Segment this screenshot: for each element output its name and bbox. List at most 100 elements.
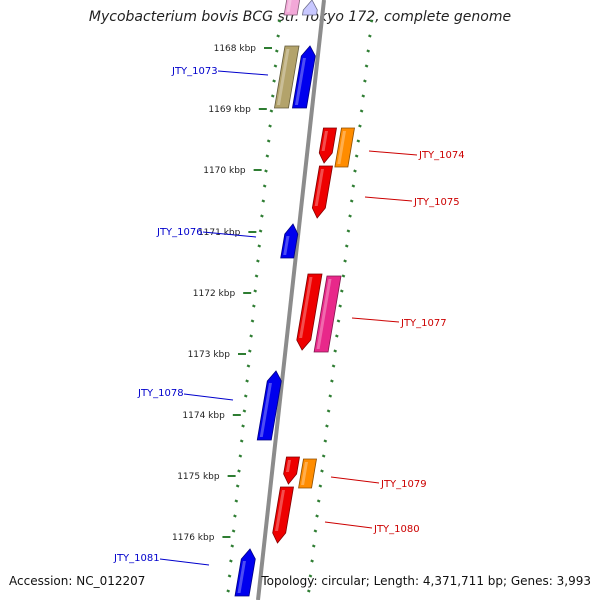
gene-tan-block-highlight xyxy=(276,49,290,105)
gene-label-jty-1074[interactable]: JTY_1074 xyxy=(368,150,465,161)
scale-tick xyxy=(354,154,359,158)
genome-summary-text: Topology: circular; Length: 4,371,711 bp… xyxy=(261,574,591,588)
scale-tick xyxy=(328,394,333,398)
scale-tick xyxy=(339,289,344,293)
gene-jty-1076[interactable] xyxy=(280,223,299,259)
scale-tick xyxy=(306,589,311,593)
scale-tick xyxy=(368,34,372,38)
scale-tick xyxy=(265,154,270,158)
leader-line xyxy=(183,393,234,401)
gene-label-text: JTY_1079 xyxy=(380,479,427,490)
gene-label-jty-1076[interactable]: JTY_1076 xyxy=(156,227,257,238)
scale-tick xyxy=(252,304,256,308)
scale-tick xyxy=(256,259,260,263)
gene-label-text: JTY_1081 xyxy=(113,553,160,564)
gene-jty-1077-highlight xyxy=(299,277,313,338)
gene-orange-block[interactable] xyxy=(334,127,355,168)
scale-tick xyxy=(245,379,249,383)
gene-orange-block-highlight xyxy=(337,131,346,164)
gene-jty-1074-body xyxy=(318,127,337,164)
gene-magenta-block-highlight xyxy=(316,279,332,349)
scale-tick xyxy=(250,319,255,323)
scale-tick xyxy=(349,199,354,203)
gene-label-jty-1078[interactable]: JTY_1078 xyxy=(137,388,234,401)
scale-tick xyxy=(246,364,251,368)
scale-tick xyxy=(315,514,319,518)
gene-partial-pink[interactable] xyxy=(283,0,301,16)
gene-orange-block-2[interactable] xyxy=(298,458,317,489)
gene-jty-1077[interactable] xyxy=(296,273,323,351)
gene-label-jty-1073[interactable]: JTY_1073 xyxy=(171,66,269,77)
scale-tick xyxy=(323,439,328,443)
gene-jty-1078[interactable] xyxy=(256,370,282,441)
gene-jty-1079-highlight xyxy=(285,460,291,472)
scale-tick xyxy=(331,364,336,368)
scale-tick xyxy=(364,64,369,68)
scale-tick xyxy=(335,334,339,338)
scale-label: 1171 kbp xyxy=(198,228,241,238)
gene-jty-1074[interactable] xyxy=(318,127,337,164)
scale-tick xyxy=(356,139,361,143)
gene-jty-1075[interactable] xyxy=(311,165,333,219)
scale-tick xyxy=(257,244,262,248)
gene-jty-1079[interactable] xyxy=(283,456,300,485)
leader-line xyxy=(330,476,380,484)
scale-tick xyxy=(272,79,276,83)
scale-label: 1174 kbp xyxy=(182,411,225,421)
accession-text: Accession: NC_012207 xyxy=(9,574,146,588)
scale-tick xyxy=(264,169,268,173)
scale-tick xyxy=(243,394,248,398)
leader-line xyxy=(202,231,257,238)
scale-tick xyxy=(235,484,240,488)
scale-tick xyxy=(313,529,318,533)
map-title: Mycobacterium bovis BCG str. Tokyo 172, … xyxy=(88,9,512,25)
scale-tick xyxy=(229,559,233,563)
leader-line xyxy=(368,150,418,156)
scale-tick xyxy=(249,334,253,338)
gene-label-jty-1075[interactable]: JTY_1075 xyxy=(364,196,460,208)
gene-label-jty-1079[interactable]: JTY_1079 xyxy=(330,476,427,490)
scale-tick xyxy=(325,424,329,428)
gene-jty-1079-body xyxy=(283,456,300,485)
scale-tick xyxy=(318,484,323,488)
gene-label-jty-1077[interactable]: JTY_1077 xyxy=(351,317,447,329)
scale-tick xyxy=(326,409,331,413)
gene-jty-1073[interactable] xyxy=(291,45,316,109)
gene-jty-1073-highlight xyxy=(294,58,306,105)
gene-tan-block[interactable] xyxy=(273,45,300,109)
gene-label-jty-1080[interactable]: JTY_1080 xyxy=(324,521,420,535)
scale-tick xyxy=(233,514,237,518)
gene-magenta-block[interactable] xyxy=(313,275,342,353)
gene-jty-1076-highlight xyxy=(283,236,290,255)
scale-tick xyxy=(230,544,235,548)
scale-labels: 1168 kbp 1169 kbp 1170 kbp 1171 kbp 1172 kbp… xyxy=(172,44,256,543)
scale-tick xyxy=(351,184,356,188)
gene-label-text: JTY_1078 xyxy=(137,388,184,399)
scale-tick xyxy=(237,469,241,473)
gene-partial-lavender-body xyxy=(301,0,318,16)
scale-label: 1176 kbp xyxy=(172,533,215,543)
scale-tick xyxy=(359,109,364,113)
gene-jty-1081-body xyxy=(234,548,256,597)
scale-tick xyxy=(227,574,232,578)
gene-label-text: JTY_1075 xyxy=(413,197,460,208)
scale-tick xyxy=(277,19,282,23)
scale-label: 1173 kbp xyxy=(188,350,231,360)
scale-tick xyxy=(273,64,278,68)
gene-jty-1081[interactable] xyxy=(234,548,256,597)
scale-tick xyxy=(358,124,362,128)
gene-label-jty-1081[interactable]: JTY_1081 xyxy=(113,553,210,566)
gene-label-text: JTY_1080 xyxy=(373,524,420,535)
scale-tick xyxy=(226,589,231,593)
scale-tick xyxy=(369,19,374,23)
scale-tick xyxy=(276,34,280,38)
scale-tick xyxy=(310,559,314,563)
leader-line xyxy=(324,521,373,529)
scale-tick xyxy=(269,109,274,113)
gene-partial-lavender[interactable] xyxy=(301,0,318,16)
gene-orange-block-2-highlight xyxy=(301,462,308,485)
scale-tick xyxy=(333,349,338,353)
scale-tick xyxy=(338,304,342,308)
gene-jty-1080[interactable] xyxy=(272,486,294,544)
scale-tick xyxy=(254,274,259,278)
